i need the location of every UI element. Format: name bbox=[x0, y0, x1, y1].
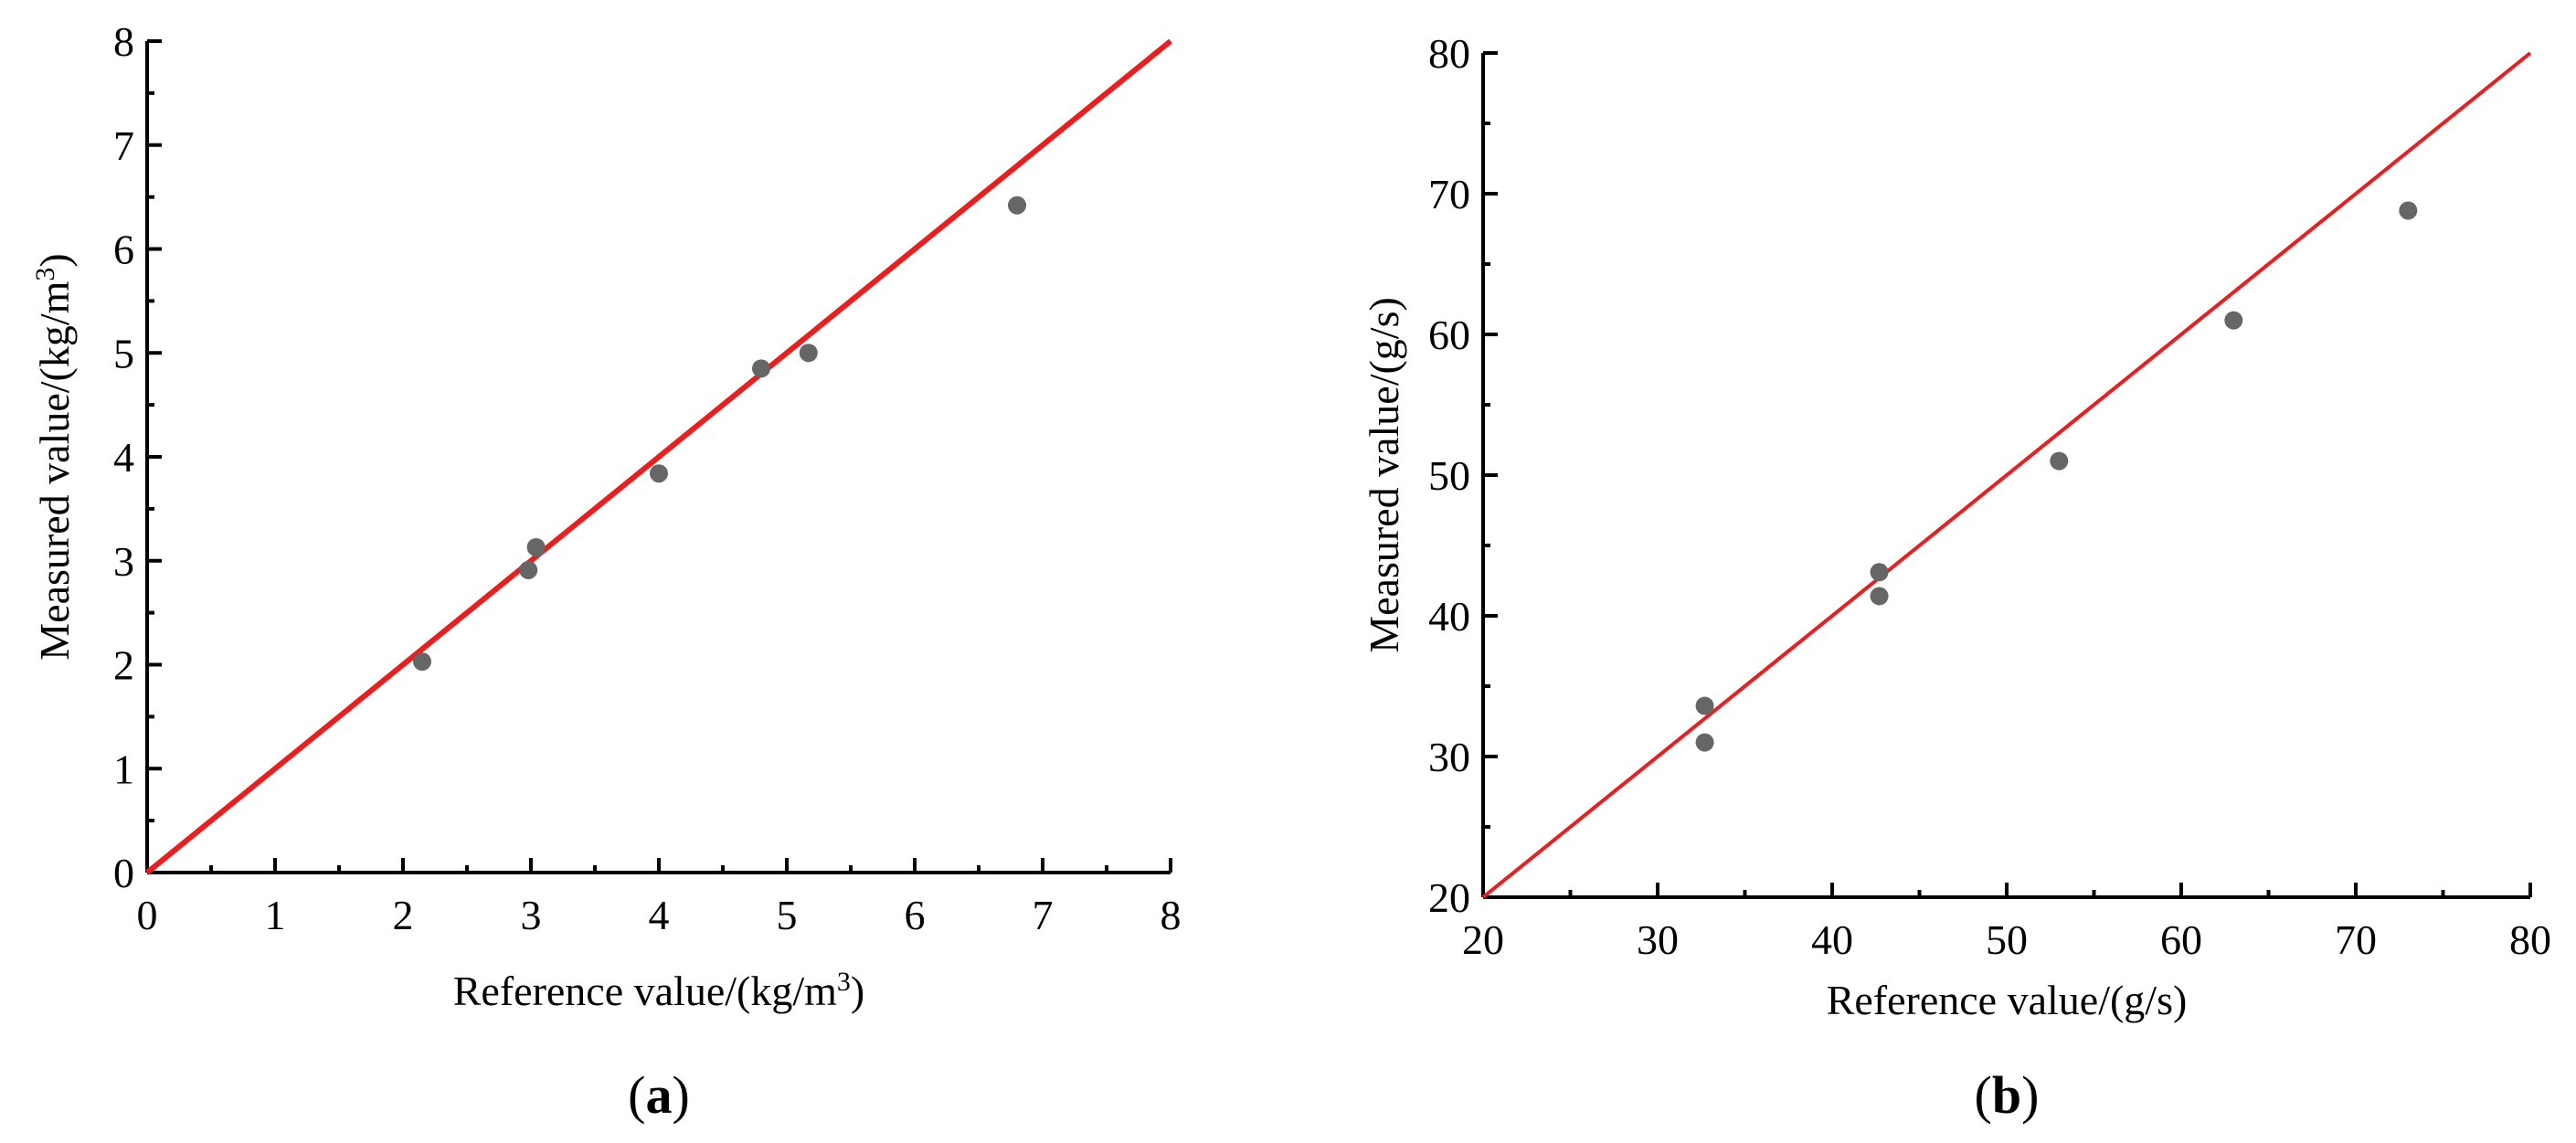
y-tick-label: 4 bbox=[113, 434, 134, 481]
x-tick-label: 7 bbox=[1033, 892, 1054, 938]
reference-line bbox=[1481, 51, 2532, 899]
data-point bbox=[1870, 587, 1889, 606]
x-axis-title: Reference value/(g/s) bbox=[1827, 977, 2188, 1023]
y-tick-label: 50 bbox=[1428, 452, 1470, 499]
chart-panel-b: 20 30 40 50 60 70 80 20 30 40 50 60 70 80 Reference va… bbox=[1361, 30, 2551, 1125]
y-tick-label: 80 bbox=[1428, 30, 1470, 77]
data-point bbox=[650, 464, 668, 483]
data-point bbox=[1695, 696, 1714, 715]
x-axis-title: Reference value/(kg/m3) bbox=[453, 967, 865, 1015]
chart-panel-a: 0 1 2 3 4 5 6 7 8 0 1 2 3 4 5 6 7 8 Reference value/(kg/m3… bbox=[30, 18, 1182, 1125]
x-tick-label: 3 bbox=[521, 892, 542, 938]
y-tick-label: 40 bbox=[1428, 593, 1470, 640]
x-tick-label: 8 bbox=[1161, 892, 1182, 938]
data-point bbox=[799, 344, 818, 363]
data-point bbox=[1870, 563, 1889, 582]
data-point bbox=[519, 560, 538, 579]
x-tick-label: 20 bbox=[1462, 916, 1504, 963]
y-tick-label: 20 bbox=[1428, 874, 1470, 921]
x-tick-label: 0 bbox=[137, 892, 158, 938]
data-point bbox=[752, 359, 770, 378]
y-tick-label: 8 bbox=[113, 18, 134, 65]
y-tick-label: 2 bbox=[113, 642, 134, 689]
y-tick-label: 60 bbox=[1428, 312, 1470, 358]
y-tick-label: 3 bbox=[113, 538, 134, 585]
x-tick-label: 1 bbox=[265, 892, 286, 938]
data-point bbox=[413, 652, 431, 672]
panel-label: (a) bbox=[628, 1065, 690, 1125]
y-tick-label: 7 bbox=[113, 122, 134, 169]
data-point bbox=[2224, 311, 2243, 330]
x-tick-label: 6 bbox=[905, 892, 926, 938]
x-tick-label: 80 bbox=[2509, 916, 2551, 963]
x-tick-label: 60 bbox=[2160, 916, 2202, 963]
x-tick-label: 50 bbox=[1986, 916, 2028, 963]
x-tick-label: 2 bbox=[393, 892, 414, 938]
data-point bbox=[2399, 201, 2418, 220]
x-tick-label: 70 bbox=[2335, 916, 2377, 963]
x-tick-label: 30 bbox=[1637, 916, 1679, 963]
y-tick-label: 5 bbox=[113, 330, 134, 376]
x-tick-label: 40 bbox=[1811, 916, 1853, 963]
y-tick-label: 30 bbox=[1428, 734, 1470, 780]
x-tick-label: 5 bbox=[777, 892, 798, 938]
data-point bbox=[1695, 733, 1714, 752]
data-point bbox=[1008, 196, 1026, 215]
x-tick-label: 4 bbox=[649, 892, 670, 938]
data-point bbox=[526, 537, 546, 556]
y-tick-label: 1 bbox=[113, 746, 134, 792]
y-axis-title: Measured value/(g/s) bbox=[1361, 297, 1407, 653]
y-axis-title: Measured value/(kg/m3) bbox=[30, 253, 79, 660]
y-tick-label: 0 bbox=[113, 850, 134, 896]
y-tick-label: 70 bbox=[1428, 171, 1470, 217]
y-tick-label: 6 bbox=[113, 227, 134, 273]
data-point bbox=[2050, 451, 2069, 471]
panel-label: (b) bbox=[1975, 1065, 2040, 1125]
reference-line bbox=[145, 38, 1172, 875]
